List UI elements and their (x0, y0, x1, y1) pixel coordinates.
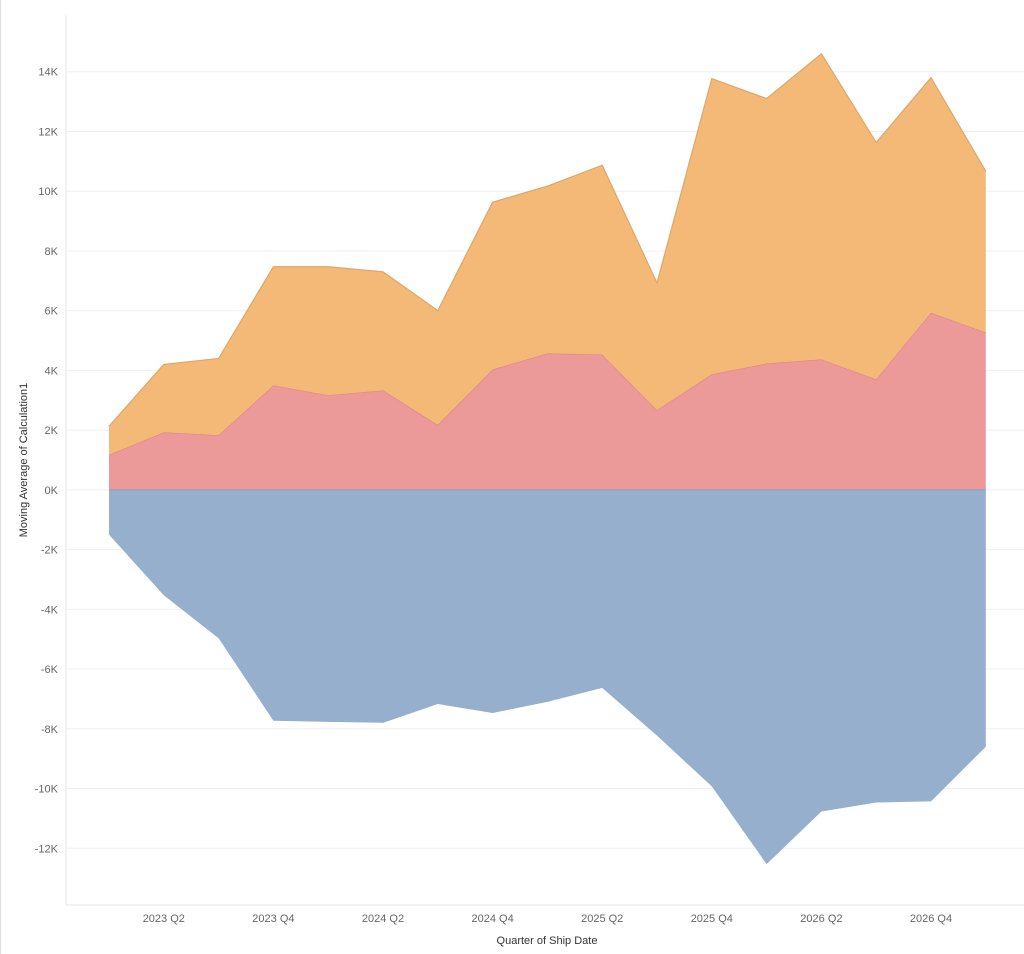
y-tick-label: 2K (45, 425, 59, 437)
y-tick-label: -2K (41, 545, 59, 557)
x-tick-label: 2024 Q4 (471, 913, 513, 925)
y-tick-label: 10K (38, 186, 58, 198)
x-tick-label: 2023 Q4 (252, 913, 294, 925)
y-tick-label: 6K (45, 306, 59, 318)
y-tick-label: -6K (41, 664, 59, 676)
y-tick-label: 0K (45, 485, 59, 497)
x-axis: 2023 Q2 2023 Q4 2024 Q2 2024 Q4 2025 Q2 2025 … (143, 913, 952, 925)
y-tick-label: -12K (35, 843, 59, 855)
x-axis-title: Quarter of Ship Date (497, 935, 598, 947)
y-axis: 14K 12K 10K 8K 6K 4K 2K 0K -2K -4K -6K -8K -10K -12K (35, 67, 59, 856)
y-axis-title: Moving Average of Calculation1 (18, 383, 30, 538)
area-series-negative (109, 489, 986, 865)
area-series-2 (109, 53, 986, 455)
y-tick-label: 12K (38, 126, 58, 138)
y-tick-label: -4K (41, 604, 59, 616)
y-tick-label: 8K (45, 246, 59, 258)
areas (108, 52, 987, 865)
x-tick-label: 2023 Q2 (143, 913, 185, 925)
y-tick-label: -8K (41, 724, 59, 736)
x-tick-label: 2026 Q2 (800, 913, 842, 925)
x-tick-label: 2024 Q2 (362, 913, 404, 925)
y-tick-label: 14K (38, 67, 58, 79)
x-tick-label: 2025 Q2 (581, 913, 623, 925)
y-tick-label: -10K (35, 784, 59, 796)
x-tick-label: 2025 Q4 (691, 913, 733, 925)
area-series-2-edge (108, 52, 987, 427)
area-series-1 (109, 312, 986, 490)
x-tick-label: 2026 Q4 (910, 913, 952, 925)
y-tick-label: 4K (45, 365, 59, 377)
